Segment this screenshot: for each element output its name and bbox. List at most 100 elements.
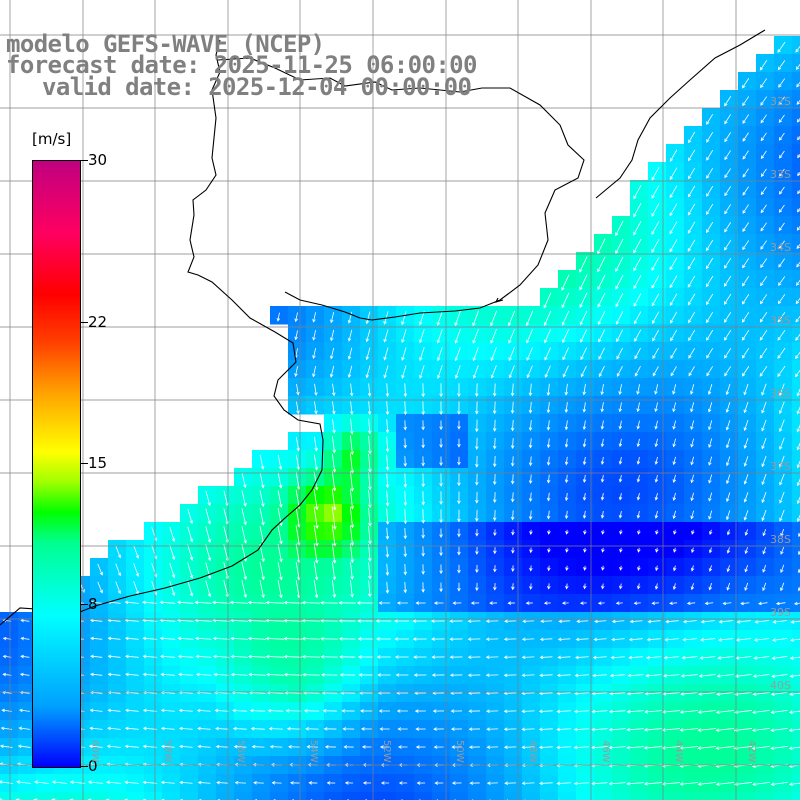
wind-arrow xyxy=(753,674,770,677)
wind-arrow-head xyxy=(490,374,495,379)
wind-arrow-head xyxy=(564,391,569,396)
wind-arrow-head xyxy=(508,339,512,344)
wind-arrow xyxy=(687,293,696,306)
wind-arrow-head xyxy=(421,393,425,398)
wind-arrow xyxy=(780,582,785,591)
wind-arrow-head xyxy=(708,515,712,520)
wind-arrow-head xyxy=(403,535,408,540)
wind-arrow xyxy=(366,329,371,342)
wind-arrow xyxy=(776,602,786,605)
wind-arrow xyxy=(574,782,590,785)
wind-arrow xyxy=(544,347,551,361)
wind-arrow-head xyxy=(715,728,720,732)
wind-arrow-head xyxy=(177,636,182,641)
wind-arrow-head xyxy=(283,654,288,659)
wind-arrow-head xyxy=(592,655,597,660)
wind-arrow-head xyxy=(314,447,318,452)
wind-arrow xyxy=(574,710,590,713)
wind-arrow xyxy=(494,383,496,396)
wind-arrow xyxy=(772,638,788,641)
wind-arrow xyxy=(777,312,786,323)
wind-arrow-head xyxy=(723,301,728,305)
wind-arrow-head xyxy=(350,593,354,598)
wind-arrow xyxy=(565,420,568,430)
wind-arrow-head xyxy=(383,374,387,379)
wind-arrow xyxy=(277,490,282,508)
wind-arrow-head xyxy=(403,502,408,506)
wind-arrow-head xyxy=(576,619,580,624)
wind-arrow xyxy=(611,638,625,641)
wind-arrow-head xyxy=(652,355,656,360)
wind-arrow-head xyxy=(726,498,730,503)
wind-arrow-head xyxy=(672,586,677,590)
wind-arrow-head xyxy=(779,428,783,433)
wind-arrow-head xyxy=(706,354,710,359)
wind-arrow xyxy=(705,602,714,604)
wind-arrow-head xyxy=(682,637,686,642)
wind-arrow xyxy=(547,420,550,430)
wind-arrow-head xyxy=(142,618,146,623)
wind-arrow-head xyxy=(680,692,684,696)
wind-arrow-head xyxy=(510,498,515,503)
wind-arrow-head xyxy=(565,549,569,553)
lat-label: 36S xyxy=(770,387,791,400)
wind-arrow-head xyxy=(385,572,390,576)
wind-arrow xyxy=(277,525,282,544)
wind-arrow-head xyxy=(123,798,128,800)
wind-arrow-head xyxy=(651,249,655,253)
wind-arrow-head xyxy=(289,781,294,785)
colorbar-tick-label: 15 xyxy=(88,454,108,472)
wind-arrow-head xyxy=(688,337,692,342)
wind-arrow xyxy=(331,436,335,453)
wind-arrow xyxy=(547,383,550,396)
wind-arrow xyxy=(789,710,800,713)
wind-arrow-head xyxy=(762,568,766,573)
wind-arrow-head xyxy=(573,763,578,768)
wind-arrow-head xyxy=(397,727,402,731)
wind-arrow-head xyxy=(687,229,692,234)
wind-arrow-head xyxy=(629,619,634,624)
wind-arrow-head xyxy=(436,339,441,344)
wind-arrow-head xyxy=(349,392,354,397)
wind-arrow-head xyxy=(439,483,443,487)
wind-arrow xyxy=(90,727,103,730)
wind-arrow xyxy=(214,673,230,676)
wind-arrow xyxy=(295,312,298,322)
wind-arrow-head xyxy=(797,208,800,213)
wind-arrow-head xyxy=(124,618,129,623)
wind-arrow-head xyxy=(214,708,219,713)
wind-arrow-head xyxy=(647,619,652,624)
wind-arrow-head xyxy=(332,410,336,415)
wind-arrow xyxy=(789,764,800,767)
wind-arrow-head xyxy=(798,569,800,574)
wind-arrow-head xyxy=(485,637,490,641)
wind-arrow xyxy=(90,655,103,658)
wind-arrow xyxy=(197,728,211,730)
wind-arrow-head xyxy=(651,284,655,289)
wind-arrow xyxy=(716,728,735,731)
wind-arrow xyxy=(419,347,425,361)
wind-arrow xyxy=(143,655,157,658)
wind-arrow-head xyxy=(760,191,765,196)
wind-arrow-head xyxy=(475,532,479,537)
wind-cell xyxy=(108,792,127,800)
wind-arrow-head xyxy=(654,496,659,501)
wind-arrow-head xyxy=(779,172,783,177)
wind-arrow xyxy=(698,692,716,695)
wind-cell xyxy=(252,792,271,800)
wind-arrow-head xyxy=(672,443,676,448)
wind-cell xyxy=(432,792,451,800)
wind-arrow xyxy=(198,746,211,748)
wind-arrow-head xyxy=(564,515,569,520)
wind-arrow xyxy=(663,674,680,677)
wind-arrow-head xyxy=(636,391,640,395)
wind-arrow xyxy=(597,274,606,290)
wind-arrow xyxy=(558,656,571,658)
wind-arrow xyxy=(529,383,532,396)
wind-arrow xyxy=(742,222,749,232)
wind-arrow xyxy=(559,620,571,622)
wind-arrow-head xyxy=(378,601,383,605)
wind-arrow-head xyxy=(368,504,372,509)
wind-arrow xyxy=(698,728,717,731)
wind-arrow xyxy=(673,438,676,447)
